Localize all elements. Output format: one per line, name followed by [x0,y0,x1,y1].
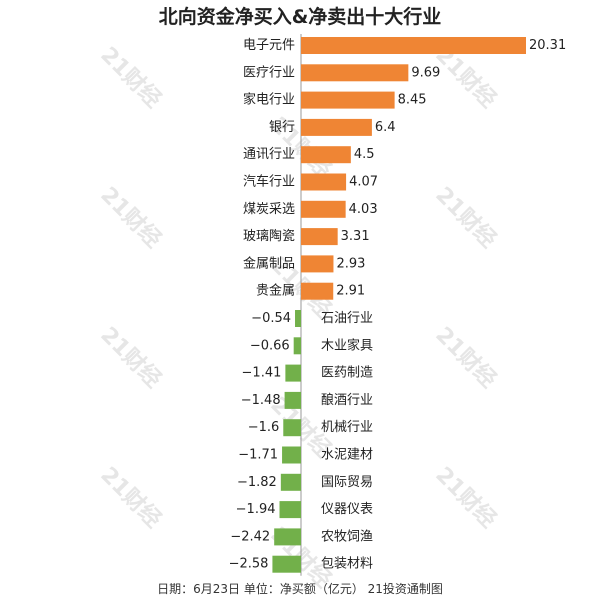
value-label: 9.69 [411,65,440,80]
category-label: 酿酒行业 [321,392,373,408]
category-label: 仪器仪表 [321,502,373,517]
category-label: 国际贸易 [321,475,373,490]
bar [301,282,334,300]
bar [301,37,526,54]
value-label: 4.5 [354,147,375,162]
value-label: −1.6 [248,420,280,435]
bar [282,446,301,464]
category-label: 机械行业 [321,420,373,435]
value-label: −2.58 [229,557,269,572]
value-label: 2.93 [336,256,365,271]
value-label: 6.4 [375,120,396,135]
value-label: −0.54 [251,311,291,326]
bar [274,528,301,546]
category-label: 银行 [269,120,295,135]
bar [301,255,334,273]
category-label: 家电行业 [243,92,295,108]
bar [301,228,338,246]
bar [301,146,351,164]
category-label: 金属制品 [243,255,295,271]
bar [295,310,301,327]
category-label: 农牧饲渔 [321,529,373,544]
bar [301,64,409,82]
bar [272,555,301,573]
bar [284,391,301,409]
bar [301,200,346,218]
chart-title: 北向资金净买入&净卖出十大行业 [158,6,442,28]
category-label: 水泥建材 [321,448,373,463]
bar [301,118,372,136]
category-label: 贵金属 [256,283,295,299]
bar [283,419,301,437]
value-label: −1.41 [242,366,282,381]
value-label: −1.82 [237,475,277,490]
value-label: 3.31 [341,229,370,244]
value-label: −1.48 [241,393,281,408]
value-label: −0.66 [250,338,290,353]
value-label: 4.07 [349,175,378,190]
value-label: −2.42 [230,529,270,544]
category-label: 医疗行业 [243,65,295,80]
value-label: 8.45 [398,93,427,108]
category-label: 汽车行业 [243,174,295,190]
value-label: 20.31 [529,38,566,53]
chart-footer: 日期：6月23日 单位：净买额（亿元） 21投资通制图 [157,582,443,596]
value-label: 2.91 [336,284,365,299]
value-label: 4.03 [349,202,378,217]
category-label: 木业家具 [321,337,373,353]
bar [279,501,301,519]
category-label: 煤炭采选 [243,202,295,217]
bar [285,364,301,382]
category-label: 电子元件 [243,38,295,53]
bar [301,173,347,191]
bar [280,473,301,491]
category-label: 医药制造 [321,366,373,381]
bar [293,337,301,355]
value-label: −1.71 [238,448,278,463]
category-label: 包装材料 [321,557,373,572]
category-label: 石油行业 [321,311,373,326]
bar [301,91,395,109]
category-label: 通讯行业 [243,147,295,162]
value-label: −1.94 [236,502,276,517]
category-label: 玻璃陶瓷 [243,228,295,244]
